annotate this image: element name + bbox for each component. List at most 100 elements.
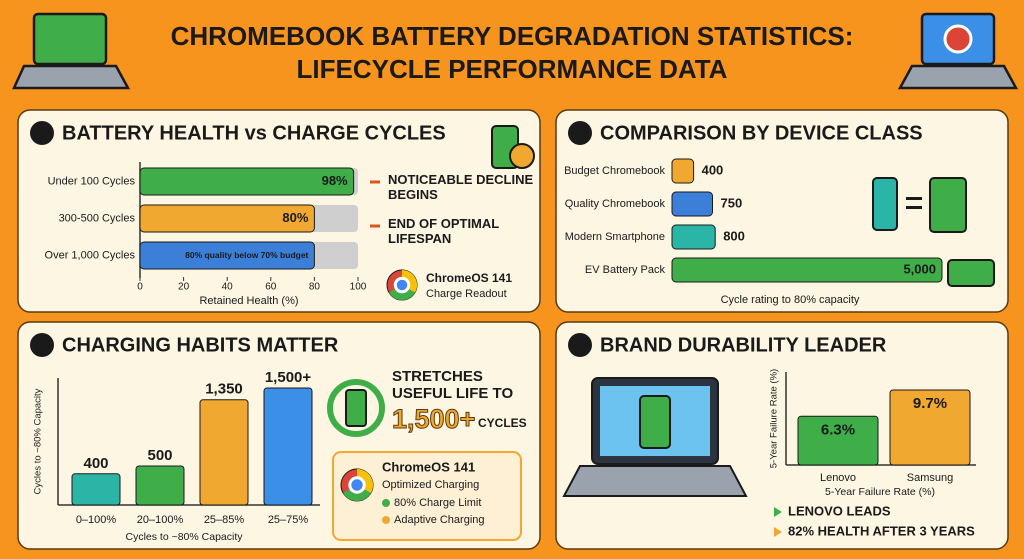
callout-unit: CYCLES [478,416,527,430]
category-label: Over 1,000 Cycles [45,249,136,261]
value-label: 400 [83,455,108,472]
value-label: 98% [322,173,348,188]
value-label: 9.7% [913,395,947,412]
cycle [509,143,535,169]
panel-number: 3 [38,337,46,354]
readout-title: ChromeOS 141 [426,271,512,285]
battery-icon [491,125,535,169]
x-tick-label: 40 [222,282,234,293]
category-label: Modern Smartphone [565,231,665,243]
x-tick-label: 100 [350,282,367,293]
ev-battery [947,259,995,287]
x-tick-label: 60 [265,282,277,293]
battery [345,389,367,427]
category-label: Budget Chromebook [564,165,665,177]
panel-title: CHARGING HABITS MATTER [62,334,339,356]
bar [797,415,879,466]
panel-title: BATTERY HEALTH vs CHARGE CYCLES [62,122,446,144]
category-label: Lenovo [820,472,856,484]
readout-subtitle: Charge Readout [426,288,507,300]
value-label: 500 [147,447,172,464]
number-badge [30,333,54,357]
base [897,64,1019,90]
category-label: EV Battery Pack [585,264,666,276]
x-axis-label: Cycles to ~80% Capacity [125,531,243,543]
bar [139,204,315,233]
bar [671,257,943,283]
phone [872,177,898,231]
annotation: NOTICEABLE DECLINE BEGINS [388,172,534,202]
bar [671,224,716,250]
category-label: 0–100% [76,514,117,526]
note-marker [774,507,782,517]
value-label: 400 [702,162,724,177]
base [562,465,748,497]
equals [906,197,922,200]
phone-battery [872,177,995,287]
base [12,64,131,90]
x-tick-label: 80 [309,282,321,293]
bar [889,389,971,466]
category-label: Quality Chromebook [565,198,666,210]
battery [639,395,671,449]
note: 82% HEALTH AFTER 3 YEARS [788,523,975,538]
value-label: 800 [723,228,745,243]
panel-number: 4 [576,337,585,354]
x-axis-label: Cycle rating to 80% capacity [721,294,860,306]
value-label: 1,500+ [265,369,312,386]
value-label: 5,000 [903,261,936,276]
category-label: Samsung [907,472,953,484]
value-label: 6.3% [821,421,855,438]
chrome-icon [393,276,411,294]
callout-text: STRETCHES USEFUL LIFE TO [392,368,514,402]
number-badge [30,121,54,145]
big-laptop [562,377,748,497]
bar [71,473,121,506]
box-title: ChromeOS 141 [382,459,475,474]
value-label: 80% [282,210,308,225]
category-label: 25–75% [268,514,309,526]
value-label: 1,350 [205,381,243,398]
callout-value: 1,500+ [391,404,476,435]
ring-icon [327,379,385,437]
panel-number: 2 [576,125,584,142]
x-axis-label: Retained Health (%) [199,295,298,307]
y-axis-label: 5-Year Failure Rate (%) [769,369,780,468]
category-label: 20–100% [137,514,184,526]
y-axis-label: Cycles to ~80% Capacity [33,388,44,494]
category-label: 300-500 Cycles [59,212,136,224]
note-marker [774,527,782,537]
bar [263,387,313,506]
x-axis-label: 5-Year Failure Rate (%) [825,486,935,498]
logo [943,24,973,54]
page-title: CHROMEBOOK BATTERY DEGRADATION STATISTIC… [170,21,854,84]
x-tick-label: 0 [137,282,143,293]
bar [671,191,713,217]
laptop-icon [897,12,1019,90]
equals [906,206,922,209]
value-label: 750 [721,195,743,210]
bullet [382,516,390,524]
battery [929,177,967,233]
panel-title: COMPARISON BY DEVICE CLASS [600,122,923,144]
ring [327,379,385,437]
number-badge [568,121,592,145]
annotation: END OF OPTIMAL LIFESPAN [388,216,499,246]
value-label: 80% quality below 70% budget [185,250,308,260]
x-tick-label: 20 [178,282,190,293]
category-label: 25–85% [204,514,245,526]
screen [32,12,108,66]
note: LENOVO LEADS [788,503,891,518]
bar [671,158,695,184]
panel-title: BRAND DURABILITY LEADER [600,334,887,356]
bar [135,465,185,506]
bar [199,399,249,506]
info-box [332,451,522,541]
panel-number: 1 [38,125,46,142]
box-item: 80% Charge Limit [394,497,481,509]
bar [139,167,355,196]
box-item: Adaptive Charging [394,514,485,526]
